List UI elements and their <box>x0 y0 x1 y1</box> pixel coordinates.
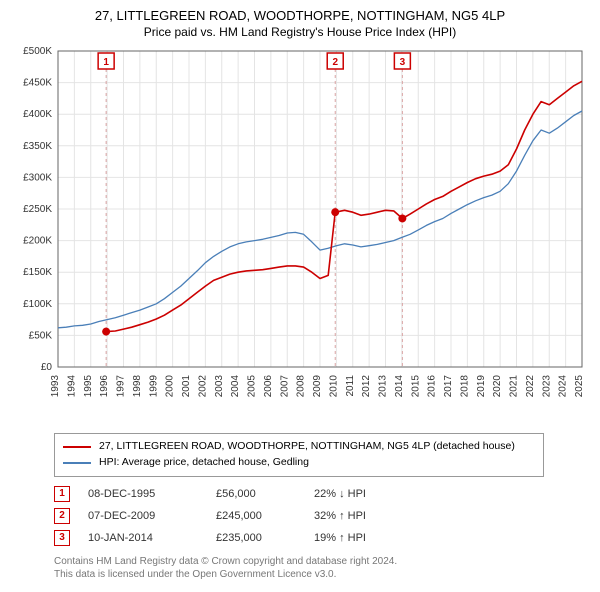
tx-pct-1: 22% ↓ HPI <box>314 488 404 500</box>
tx-date-2: 07-DEC-2009 <box>88 510 198 522</box>
svg-text:3: 3 <box>400 57 406 68</box>
tx-date-1: 08-DEC-1995 <box>88 488 198 500</box>
tx-marker-3: 3 <box>54 530 70 546</box>
svg-text:2013: 2013 <box>378 375 389 398</box>
svg-text:2004: 2004 <box>230 375 241 398</box>
tx-marker-2: 2 <box>54 508 70 524</box>
tx-date-3: 10-JAN-2014 <box>88 532 198 544</box>
svg-text:2020: 2020 <box>492 375 503 398</box>
svg-text:1995: 1995 <box>83 375 94 398</box>
svg-text:2021: 2021 <box>509 375 520 398</box>
svg-text:£250K: £250K <box>23 204 52 215</box>
svg-text:£150K: £150K <box>23 267 52 278</box>
legend-row-hpi: HPI: Average price, detached house, Gedl… <box>63 455 535 471</box>
svg-text:1997: 1997 <box>116 375 127 398</box>
svg-text:£500K: £500K <box>23 46 52 57</box>
svg-text:2008: 2008 <box>296 375 307 398</box>
svg-text:2014: 2014 <box>394 375 405 398</box>
svg-text:2002: 2002 <box>197 375 208 398</box>
svg-text:2003: 2003 <box>214 375 225 398</box>
tx-row-3: 3 10-JAN-2014 £235,000 19% ↑ HPI <box>54 527 586 549</box>
svg-text:2022: 2022 <box>525 375 536 398</box>
legend-swatch-hpi <box>63 462 91 464</box>
title-subtitle: Price paid vs. HM Land Registry's House … <box>10 25 590 39</box>
svg-text:2025: 2025 <box>574 375 585 398</box>
svg-text:2023: 2023 <box>541 375 552 398</box>
svg-text:2017: 2017 <box>443 375 454 398</box>
svg-text:£200K: £200K <box>23 236 52 247</box>
svg-text:1994: 1994 <box>66 375 77 398</box>
svg-text:2024: 2024 <box>558 375 569 398</box>
tx-price-2: £245,000 <box>216 510 296 522</box>
svg-text:1999: 1999 <box>148 375 159 398</box>
chart-area: £0 £50K £100K £150K £200K £250K £300K £350K £400… <box>10 45 590 425</box>
legend: 27, LITTLEGREEN ROAD, WOODTHORPE, NOTTIN… <box>54 433 544 477</box>
title-block: 27, LITTLEGREEN ROAD, WOODTHORPE, NOTTIN… <box>10 8 590 39</box>
svg-text:£0: £0 <box>41 362 53 373</box>
svg-text:2001: 2001 <box>181 375 192 398</box>
tx-pct-3: 19% ↑ HPI <box>314 532 404 544</box>
attribution-line1: Contains HM Land Registry data © Crown c… <box>54 555 586 569</box>
svg-text:2000: 2000 <box>165 375 176 398</box>
svg-text:2018: 2018 <box>459 375 470 398</box>
svg-text:2016: 2016 <box>427 375 438 398</box>
transactions-table: 1 08-DEC-1995 £56,000 22% ↓ HPI 2 07-DEC… <box>54 483 586 549</box>
svg-text:2006: 2006 <box>263 375 274 398</box>
svg-text:1998: 1998 <box>132 375 143 398</box>
svg-text:£300K: £300K <box>23 172 52 183</box>
svg-text:2011: 2011 <box>345 375 356 397</box>
svg-text:1996: 1996 <box>99 375 110 398</box>
legend-row-property: 27, LITTLEGREEN ROAD, WOODTHORPE, NOTTIN… <box>63 439 535 455</box>
legend-label-property: 27, LITTLEGREEN ROAD, WOODTHORPE, NOTTIN… <box>99 439 515 455</box>
svg-text:2012: 2012 <box>361 375 372 398</box>
svg-text:1993: 1993 <box>50 375 61 398</box>
tx-row-2: 2 07-DEC-2009 £245,000 32% ↑ HPI <box>54 505 586 527</box>
chart-svg: £0 £50K £100K £150K £200K £250K £300K £350K £400… <box>10 45 590 425</box>
svg-text:£450K: £450K <box>23 78 52 89</box>
title-address: 27, LITTLEGREEN ROAD, WOODTHORPE, NOTTIN… <box>10 8 590 23</box>
svg-text:£350K: £350K <box>23 141 52 152</box>
tx-row-1: 1 08-DEC-1995 £56,000 22% ↓ HPI <box>54 483 586 505</box>
svg-text:2005: 2005 <box>247 375 258 398</box>
legend-swatch-property <box>63 446 91 448</box>
tx-marker-1: 1 <box>54 486 70 502</box>
svg-text:2010: 2010 <box>328 375 339 398</box>
svg-text:£400K: £400K <box>23 109 52 120</box>
attribution-line2: This data is licensed under the Open Gov… <box>54 568 586 582</box>
svg-text:2015: 2015 <box>410 375 421 398</box>
tx-price-1: £56,000 <box>216 488 296 500</box>
attribution: Contains HM Land Registry data © Crown c… <box>54 555 586 582</box>
tx-pct-2: 32% ↑ HPI <box>314 510 404 522</box>
svg-text:2007: 2007 <box>279 375 290 398</box>
svg-text:£50K: £50K <box>29 330 53 341</box>
tx-price-3: £235,000 <box>216 532 296 544</box>
chart-container: 27, LITTLEGREEN ROAD, WOODTHORPE, NOTTIN… <box>0 0 600 592</box>
svg-text:2: 2 <box>332 57 338 68</box>
legend-label-hpi: HPI: Average price, detached house, Gedl… <box>99 455 309 471</box>
svg-text:2019: 2019 <box>476 375 487 398</box>
svg-text:2009: 2009 <box>312 375 323 398</box>
svg-text:£100K: £100K <box>23 299 52 310</box>
svg-text:1: 1 <box>103 57 109 68</box>
